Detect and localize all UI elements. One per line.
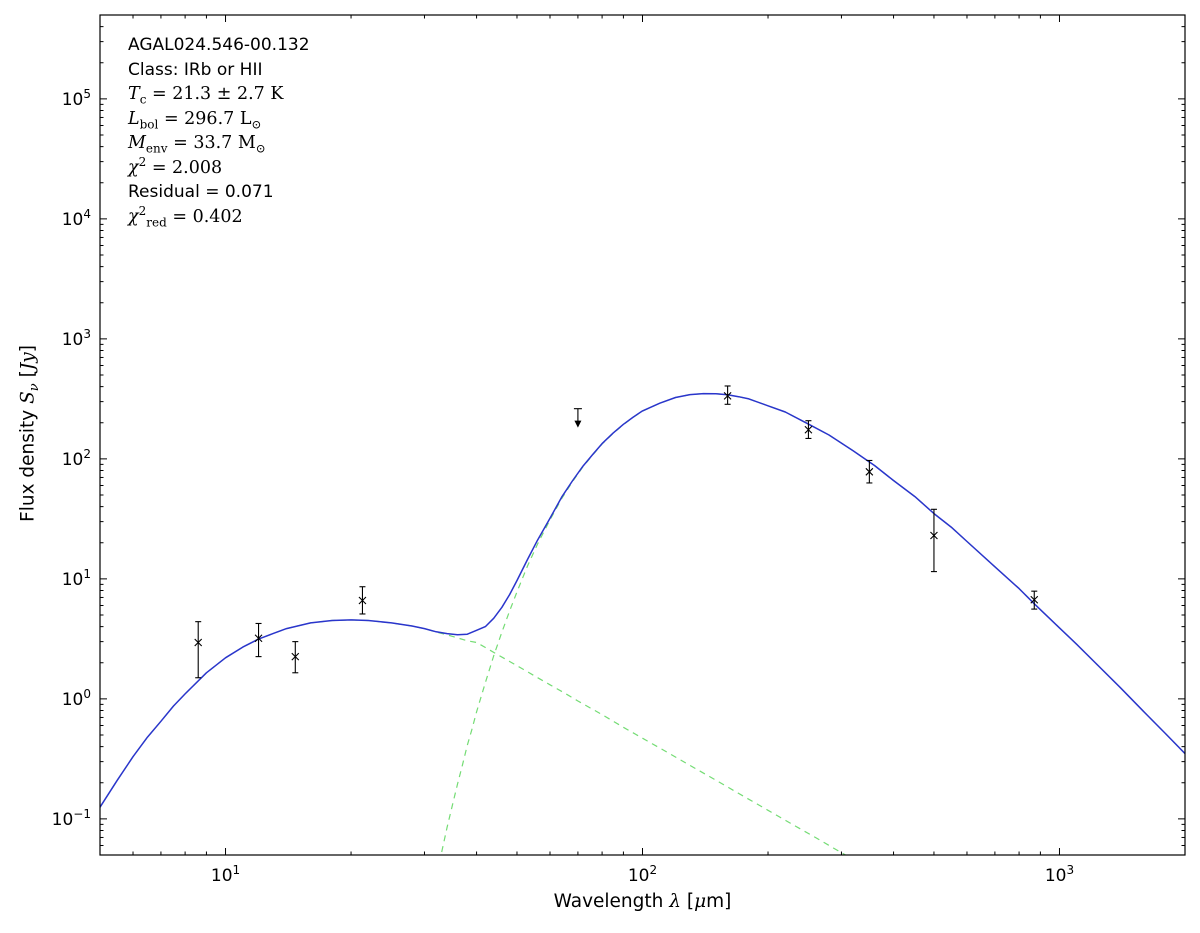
chi2-symbol: χ (128, 157, 139, 178)
y-tick-label: 105 (62, 87, 91, 110)
data-point (254, 622, 263, 658)
lbol-value: = 296.7 L (158, 108, 252, 129)
lbol-symbol: L (128, 108, 140, 129)
menv-unit-subscript: ⊙ (255, 141, 266, 156)
menv-subscript: env (145, 141, 168, 156)
chi2red-subscript: red (146, 215, 167, 229)
y-tick-label: 104 (62, 207, 91, 230)
tc-value: = 21.3 ± 2.7 K (146, 84, 284, 104)
data-point (1030, 590, 1039, 610)
cold-component-curve (441, 393, 1185, 853)
y-tick-label: 102 (62, 447, 91, 470)
y-tick-label: 101 (62, 567, 91, 590)
upper-limit-arrow (573, 408, 582, 428)
lambda-symbol: λ (669, 891, 681, 912)
data-point (930, 508, 938, 573)
lbol-unit-subscript: ⊙ (251, 117, 262, 131)
lbol-subscript: bol (139, 117, 159, 131)
nu-subscript: ν (27, 383, 43, 392)
menv-symbol: M (128, 133, 146, 153)
plot-frame (99, 14, 1186, 856)
model-total-curve (100, 392, 1185, 808)
y-tick-label: 103 (62, 327, 91, 350)
jy-unit: Jy (17, 352, 39, 371)
tc-symbol: T (128, 84, 140, 104)
residual-line: Residual = 0.071 (128, 182, 274, 202)
fit-parameters-annotation: AGAL024.546-00.132 Class: IRb or HII Tc … (128, 33, 310, 229)
warm-component-curve (100, 619, 847, 855)
tc-subscript: c (139, 92, 147, 107)
data-point (291, 641, 300, 674)
source-name: AGAL024.546-00.132 (128, 35, 310, 55)
temperature-line: Tc = 21.3 ± 2.7 K (128, 82, 310, 107)
chi2-superscript: 2 (138, 154, 147, 169)
chi2-line: χ2 = 2.008 (128, 156, 310, 181)
y-axis-label: Flux density Sν [Jy] (17, 345, 43, 522)
class-line: Class: IRb or HII (128, 59, 263, 80)
data-point (804, 420, 813, 439)
flux-symbol: S (17, 391, 39, 404)
y-tick-label: 100 (62, 687, 91, 710)
y-tick-label: 10−1 (52, 807, 91, 830)
data-point (358, 586, 367, 615)
chi2-value: = 2.008 (146, 157, 223, 178)
chi2red-value: = 0.402 (166, 206, 243, 227)
data-point (194, 621, 203, 679)
menv-value: = 33.7 M (167, 133, 256, 153)
data-point (865, 459, 874, 484)
luminosity-line: Lbol = 296.7 L⊙ (128, 107, 310, 132)
mu-symbol: μ (694, 891, 707, 912)
mass-line: Menv = 33.7 M⊙ (128, 131, 310, 156)
chi2red-line: χ2red = 0.402 (128, 205, 310, 230)
chi2red-superscript: 2 (138, 203, 147, 218)
chi2red-symbol: χ (128, 206, 139, 227)
x-axis-label: Wavelength λ [μm] (553, 891, 732, 912)
x-tick-label: 101 (211, 863, 240, 886)
data-point (723, 385, 732, 405)
x-tick-label: 102 (628, 863, 657, 886)
x-tick-label: 103 (1045, 863, 1074, 886)
